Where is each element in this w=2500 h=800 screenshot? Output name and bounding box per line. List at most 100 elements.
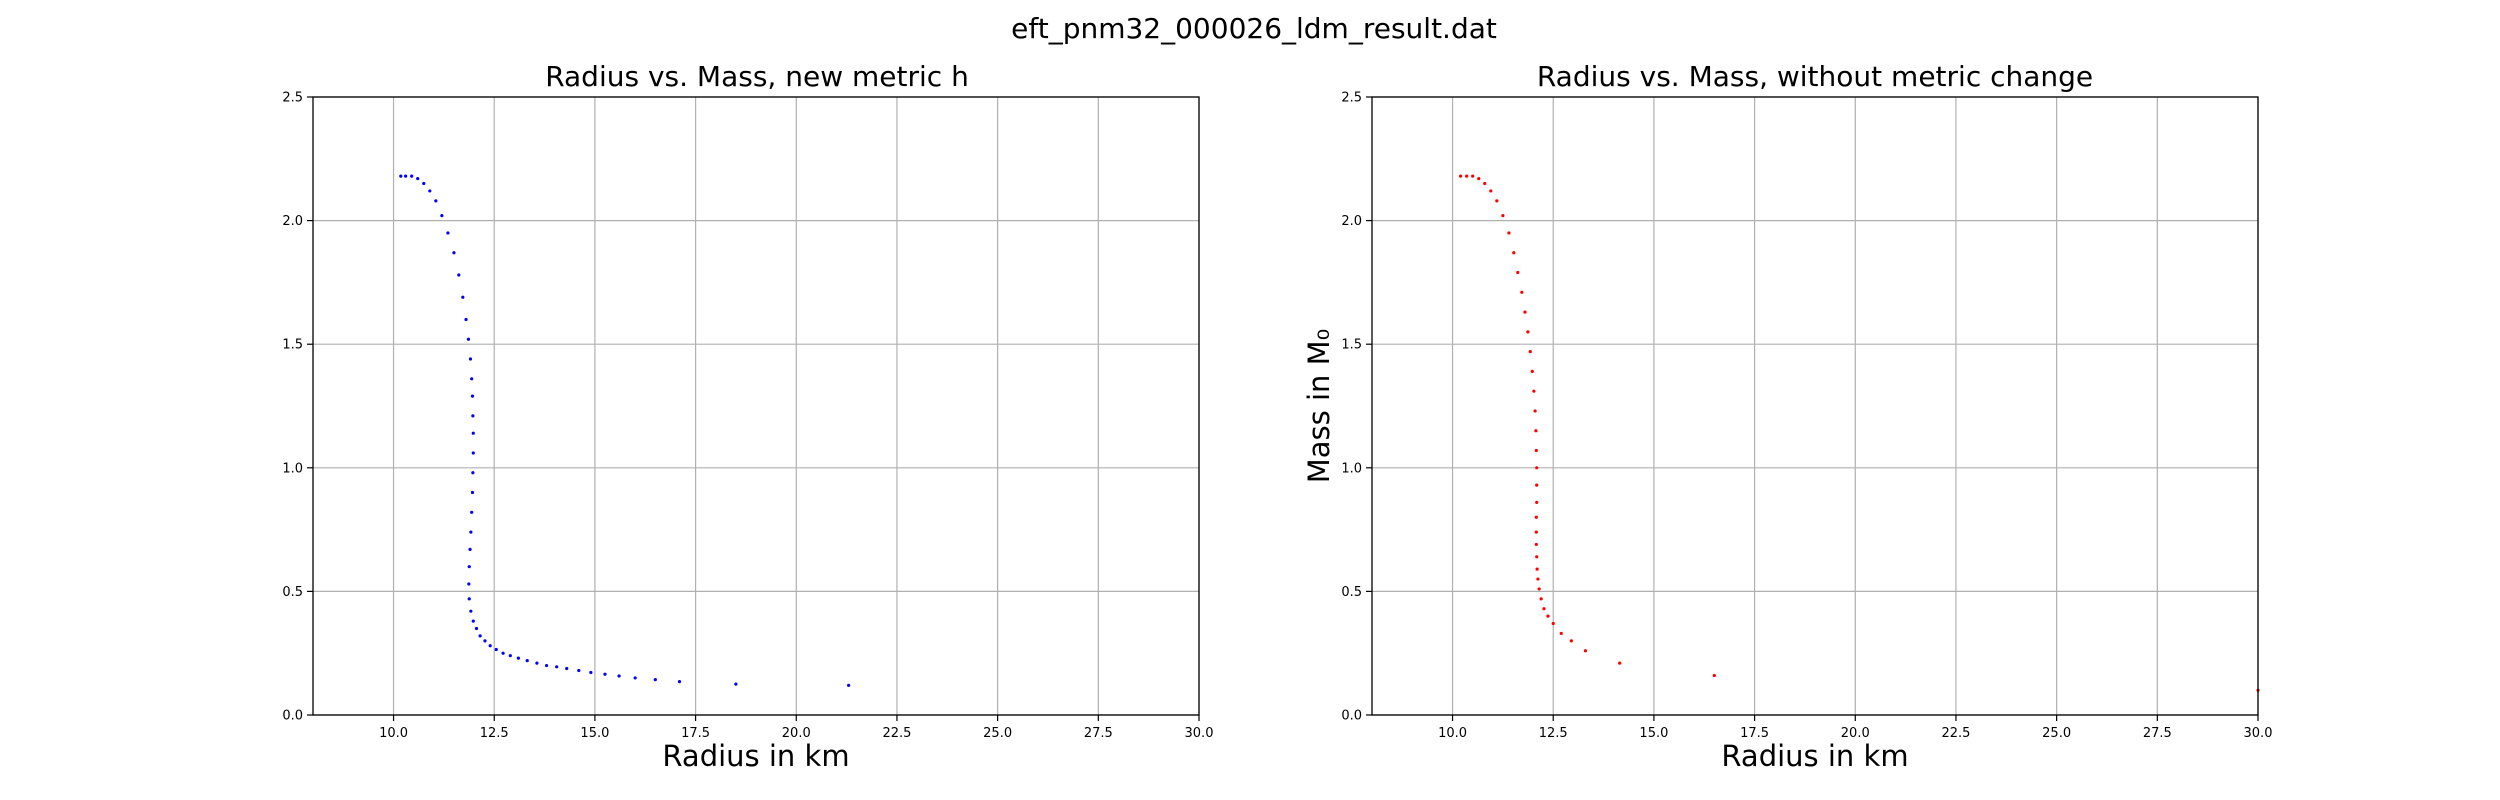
data-point bbox=[446, 231, 450, 235]
data-point bbox=[399, 174, 403, 178]
y-tick-label: 0.0 bbox=[282, 709, 303, 724]
x-tick-label: 27.5 bbox=[1084, 726, 1113, 741]
data-point bbox=[471, 471, 475, 475]
data-point bbox=[468, 547, 472, 551]
data-point bbox=[1535, 483, 1539, 487]
series-left bbox=[399, 174, 851, 687]
data-point bbox=[555, 665, 559, 669]
data-point bbox=[470, 377, 474, 381]
data-point bbox=[1465, 174, 1469, 178]
y-tick-label: 2.0 bbox=[282, 214, 303, 229]
data-point bbox=[1532, 389, 1536, 393]
data-point bbox=[1526, 330, 1530, 334]
data-point bbox=[474, 626, 479, 631]
data-point bbox=[677, 680, 682, 684]
data-point bbox=[468, 357, 473, 361]
data-point bbox=[501, 651, 505, 655]
data-point bbox=[471, 619, 475, 623]
x-axis-label-right: Radius in km bbox=[1721, 739, 1908, 773]
data-point bbox=[516, 656, 520, 660]
data-point bbox=[1501, 214, 1505, 218]
data-point bbox=[1520, 290, 1524, 294]
data-point bbox=[1533, 409, 1537, 413]
data-point bbox=[469, 530, 473, 534]
y-tick-label: 2.5 bbox=[282, 91, 303, 106]
data-point bbox=[617, 674, 621, 678]
y-tick-label: 0.5 bbox=[282, 585, 303, 600]
data-point bbox=[434, 199, 438, 203]
data-point bbox=[1583, 649, 1588, 653]
data-point bbox=[478, 634, 482, 638]
data-point bbox=[1512, 251, 1516, 255]
x-tick-label: 27.5 bbox=[2143, 726, 2172, 741]
data-point bbox=[1535, 567, 1539, 571]
data-point bbox=[1569, 639, 1573, 643]
x-tick-label: 22.5 bbox=[1941, 726, 1970, 741]
y-tick-label: 1.0 bbox=[1341, 461, 1362, 476]
x-tick-label: 12.5 bbox=[480, 726, 509, 741]
data-point bbox=[457, 273, 461, 277]
data-point bbox=[1537, 587, 1541, 591]
x-tick-label: 20.0 bbox=[1841, 726, 1870, 741]
data-point bbox=[565, 666, 569, 671]
data-point bbox=[734, 682, 738, 686]
data-point bbox=[464, 317, 468, 322]
grid-left bbox=[313, 96, 1200, 716]
y-tick-label: 2.5 bbox=[1341, 91, 1362, 106]
data-point bbox=[470, 510, 474, 514]
x-tick-label: 10.0 bbox=[379, 726, 408, 741]
x-tick-label: 15.0 bbox=[1639, 726, 1668, 741]
data-point bbox=[488, 644, 492, 648]
x-tick-label: 12.5 bbox=[1539, 726, 1568, 741]
figure-title: eft_pnm32_000026_ldm_result.dat bbox=[1011, 12, 1497, 45]
x-tick-label: 10.0 bbox=[1438, 726, 1467, 741]
plot-frame-left bbox=[312, 96, 1200, 716]
data-point bbox=[469, 609, 473, 613]
data-point bbox=[471, 431, 475, 435]
data-point bbox=[1542, 607, 1546, 611]
x-tick-label: 25.0 bbox=[2042, 726, 2071, 741]
data-point bbox=[1534, 448, 1538, 453]
data-point bbox=[1459, 174, 1463, 178]
data-point bbox=[461, 295, 465, 299]
x-tick-label: 15.0 bbox=[580, 726, 609, 741]
x-axis-label-left: Radius in km bbox=[662, 739, 849, 773]
data-point bbox=[544, 663, 549, 668]
data-point bbox=[410, 174, 414, 178]
y-tick-label: 0.5 bbox=[1341, 585, 1362, 600]
data-point bbox=[1530, 369, 1534, 373]
data-point bbox=[452, 251, 456, 255]
data-point bbox=[467, 597, 471, 601]
data-point bbox=[1534, 429, 1538, 433]
data-point bbox=[1471, 174, 1475, 178]
data-point bbox=[1534, 530, 1538, 534]
data-point bbox=[1535, 466, 1539, 470]
data-point bbox=[589, 670, 593, 675]
data-point bbox=[1535, 500, 1539, 505]
data-point bbox=[1618, 661, 1622, 665]
data-point bbox=[577, 668, 581, 673]
chart-title-right: Radius vs. Mass, without metric change bbox=[1537, 60, 2093, 93]
data-point bbox=[847, 683, 851, 687]
data-point bbox=[1539, 597, 1543, 601]
data-point bbox=[471, 451, 475, 455]
data-point bbox=[633, 676, 637, 680]
grid-right bbox=[1372, 96, 2259, 716]
data-point bbox=[470, 394, 475, 398]
data-point bbox=[416, 176, 420, 181]
x-tick-label: 17.5 bbox=[1740, 726, 1769, 741]
data-point bbox=[653, 678, 657, 682]
y-tick-label: 0.0 bbox=[1341, 709, 1362, 724]
data-point bbox=[494, 647, 498, 652]
data-point bbox=[466, 337, 471, 341]
data-point bbox=[508, 654, 512, 658]
y-axis-label-right: Mass in M₀ bbox=[1302, 329, 1336, 484]
data-point bbox=[1516, 270, 1520, 275]
data-point bbox=[1546, 614, 1550, 618]
data-point bbox=[440, 214, 444, 218]
data-point bbox=[535, 661, 539, 665]
x-tick-label: 17.5 bbox=[681, 726, 710, 741]
data-point bbox=[1559, 631, 1563, 636]
